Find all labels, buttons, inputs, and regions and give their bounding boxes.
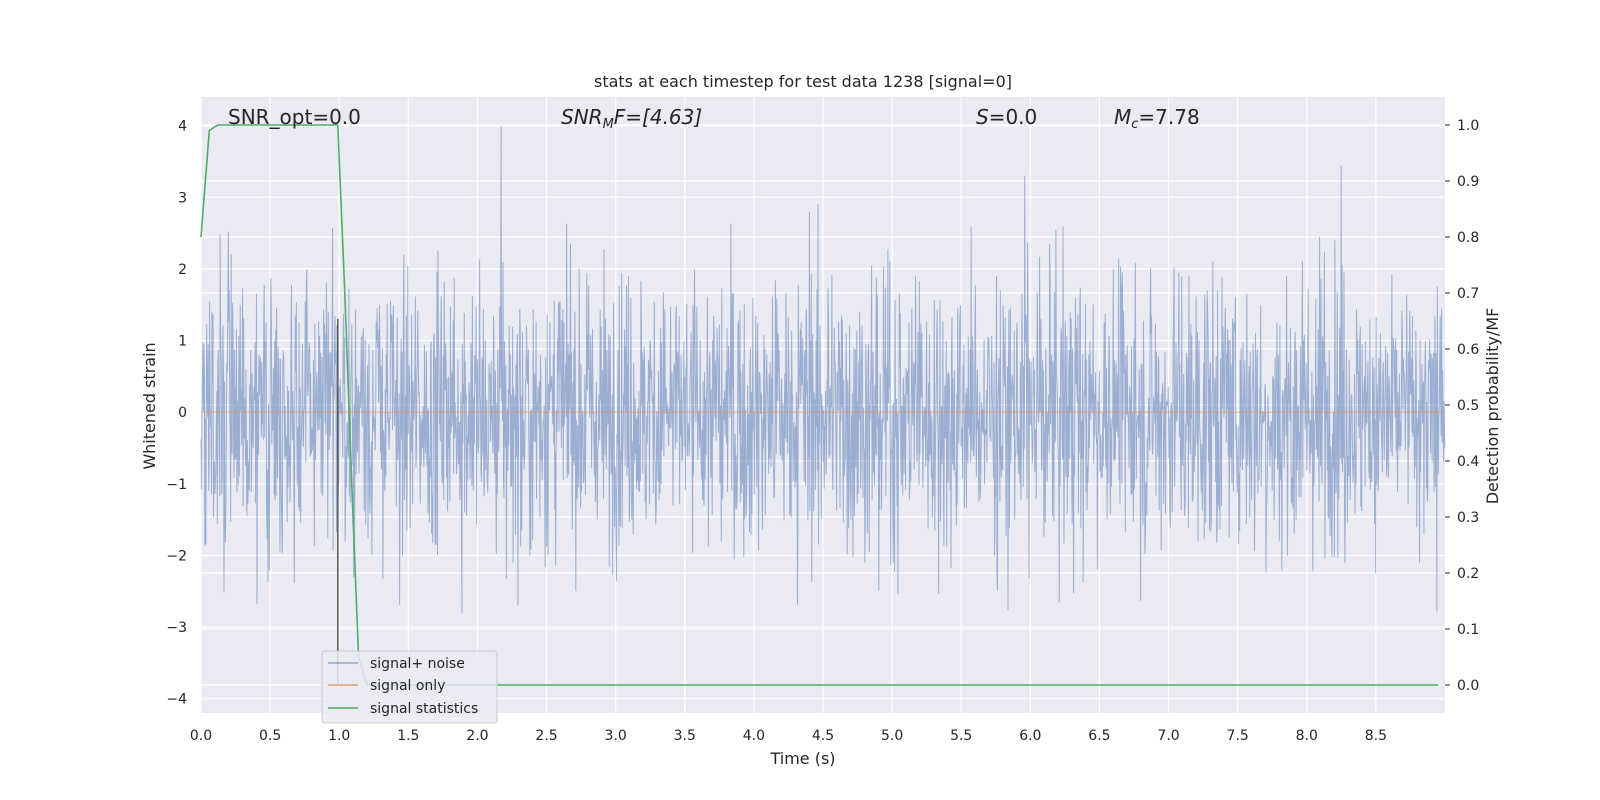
x-tick-label: 5.5 bbox=[950, 728, 972, 744]
y-left-tick-label: −1 bbox=[166, 477, 187, 493]
y-right-tick-label: 0.5 bbox=[1457, 398, 1479, 414]
legend-box bbox=[321, 650, 498, 724]
x-tick-label: 3.0 bbox=[605, 728, 627, 744]
y-right-tick-label: 0.7 bbox=[1457, 286, 1479, 302]
annotation-s: S=0.0 bbox=[976, 105, 1037, 129]
legend-label-signal-plus-noise: signal+ noise bbox=[370, 656, 465, 672]
x-tick-label: 6.5 bbox=[1088, 728, 1110, 744]
x-tick-label: 6.0 bbox=[1019, 728, 1041, 744]
y-left-tick-label: −3 bbox=[166, 620, 187, 636]
x-tick-label: 4.0 bbox=[743, 728, 765, 744]
x-tick-label: 2.5 bbox=[535, 728, 557, 744]
annotation-snr-mf: SNRMF=[4.63] bbox=[561, 105, 702, 132]
series-signal-plus-noise bbox=[200, 126, 1446, 614]
y-right-tick-label: 0.1 bbox=[1457, 622, 1479, 638]
x-tick-label: 2.0 bbox=[466, 728, 488, 744]
annotation-mc: Mc=7.78 bbox=[1114, 105, 1200, 132]
y-right-tick-label: 1.0 bbox=[1457, 118, 1479, 134]
y-left-tick-label: 0 bbox=[178, 405, 187, 421]
y-left-tick-labels: 4 3 2 1 0 −1 −2 −3 −4 bbox=[166, 119, 187, 708]
y-right-tick-label: 0.2 bbox=[1457, 566, 1479, 582]
series-signal-statistics bbox=[200, 124, 1439, 686]
signal-statistics-line bbox=[200, 124, 1439, 686]
annotation-snr-opt: SNR_opt=0.0 bbox=[228, 105, 361, 129]
x-axis-label: Time (s) bbox=[769, 749, 835, 768]
x-tick-labels: 0.0 0.5 1.0 1.5 2.0 2.5 3.0 3.5 4.0 4.5 5.0 5.5 6.0 6… bbox=[190, 728, 1387, 744]
x-tick-label: 1.5 bbox=[397, 728, 419, 744]
x-tick-label: 3.5 bbox=[674, 728, 696, 744]
y-left-tick-label: −4 bbox=[166, 692, 187, 708]
y-left-tick-label: 3 bbox=[178, 190, 187, 206]
x-tick-label: 0.0 bbox=[190, 728, 212, 744]
y-axis-label-right: Detection probability/MF bbox=[1483, 308, 1502, 505]
y-right-tick-label: 0.8 bbox=[1457, 230, 1479, 246]
x-tick-label: 8.5 bbox=[1365, 728, 1387, 744]
y-axis-label-left: Whitened strain bbox=[140, 342, 159, 469]
y-right-tick-label: 0.3 bbox=[1457, 510, 1479, 526]
y-right-tick-labels: 1.0 0.9 0.8 0.7 0.6 0.5 0.4 0.3 0.2 0.1 0.0 bbox=[1445, 118, 1479, 694]
y-left-tick-label: 1 bbox=[178, 334, 187, 350]
x-tick-label: 8.0 bbox=[1296, 728, 1318, 744]
x-tick-label: 4.5 bbox=[812, 728, 834, 744]
x-tick-label: 5.0 bbox=[881, 728, 903, 744]
y-right-tick-label: 0.9 bbox=[1457, 174, 1479, 190]
y-left-tick-label: 2 bbox=[178, 262, 187, 278]
legend-label-signal-only: signal only bbox=[370, 678, 445, 694]
legend-label-signal-statistics: signal statistics bbox=[370, 701, 478, 717]
y-right-tick-label: 0.6 bbox=[1457, 342, 1479, 358]
y-right-tick-label: 0.0 bbox=[1457, 678, 1479, 694]
y-right-tick-label: 0.4 bbox=[1457, 454, 1479, 470]
chart-title: stats at each timestep for test data 123… bbox=[594, 72, 1012, 91]
y-left-tick-label: 4 bbox=[178, 119, 187, 135]
x-tick-label: 1.0 bbox=[328, 728, 350, 744]
x-tick-label: 0.5 bbox=[259, 728, 281, 744]
signal-plus-noise-line bbox=[200, 126, 1446, 614]
x-tick-label: 7.5 bbox=[1227, 728, 1249, 744]
y-left-tick-label: −2 bbox=[166, 548, 187, 564]
legend: signal+ noise signal only signal statist… bbox=[321, 650, 498, 724]
x-tick-label: 7.0 bbox=[1157, 728, 1179, 744]
